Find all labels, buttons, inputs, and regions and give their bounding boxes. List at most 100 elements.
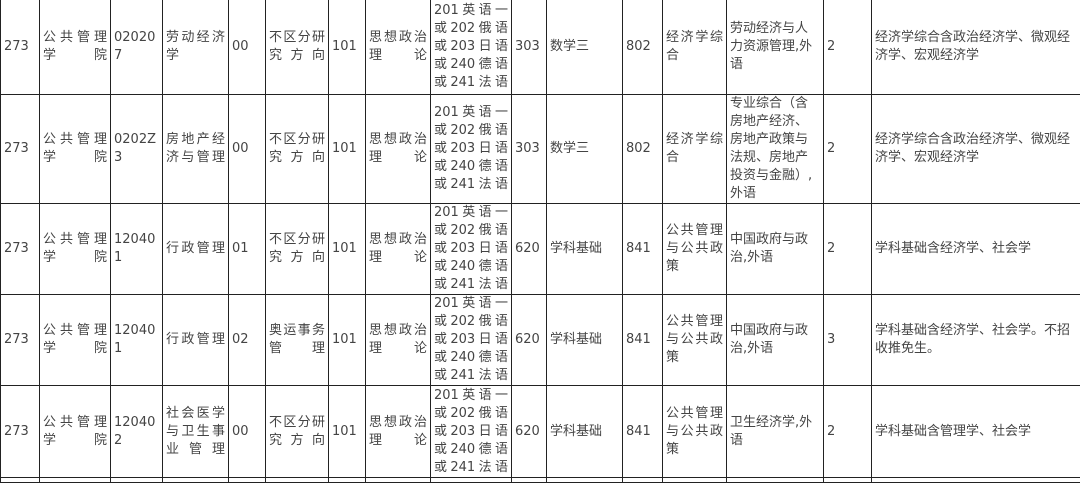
- retest-subject-cell: 专业综合（含房地产经济、房地产政策与法规、房地产投资与金融）,外语: [727, 95, 824, 204]
- direction-code-cell: 02: [229, 295, 266, 386]
- direction-cell: 不区分研究方向: [266, 95, 329, 204]
- empty-cell: [366, 478, 431, 483]
- notes-cell: 学科基础含管理学、社会学: [872, 386, 1080, 478]
- language-cell: 201英语一或202俄语或203日语或240德语或241法语: [431, 204, 512, 295]
- table-row: [1, 478, 1080, 483]
- politics-cell: 思想政治理论: [366, 204, 431, 295]
- direction-code-cell: 00: [229, 95, 266, 204]
- subject1-code-cell: 620: [512, 204, 547, 295]
- notes-cell: 经济学综合含政治经济学、微观经济学、宏观经济学: [872, 0, 1080, 95]
- subject2-code-cell: 802: [623, 95, 663, 204]
- empty-cell: [266, 478, 329, 483]
- enrollment-count-cell: 3: [824, 295, 872, 386]
- subject2-cell: 公共管理与公共政策: [663, 386, 727, 478]
- enrollment-count-cell: 2: [824, 95, 872, 204]
- subject1-code-cell: 620: [512, 295, 547, 386]
- politics-code-cell: 101: [329, 95, 366, 204]
- unit-code-cell: 273: [1, 95, 40, 204]
- empty-cell: [111, 478, 163, 483]
- retest-subject-cell: 中国政府与政治,外语: [727, 204, 824, 295]
- empty-cell: [163, 478, 229, 483]
- empty-cell: [431, 478, 512, 483]
- major-code-cell: 120402: [111, 386, 163, 478]
- enrollment-count-cell: 2: [824, 0, 872, 95]
- school-cell: 公共管理学院: [40, 204, 111, 295]
- subject2-cell: 经济学综合: [663, 0, 727, 95]
- school-cell: 公共管理学院: [40, 95, 111, 204]
- notes-cell: 学科基础含经济学、社会学: [872, 204, 1080, 295]
- subject2-code-cell: 802: [623, 0, 663, 95]
- empty-cell: [40, 478, 111, 483]
- school-cell: 公共管理学院: [40, 295, 111, 386]
- language-cell: 201英语一或202俄语或203日语或240德语或241法语: [431, 95, 512, 204]
- major-name-cell: 行政管理: [163, 295, 229, 386]
- empty-cell: [547, 478, 623, 483]
- direction-code-cell: 00: [229, 386, 266, 478]
- politics-cell: 思想政治理论: [366, 0, 431, 95]
- empty-cell: [1, 478, 40, 483]
- subject2-cell: 经济学综合: [663, 95, 727, 204]
- subject1-code-cell: 620: [512, 386, 547, 478]
- language-cell: 201英语一或202俄语或203日语或240德语或241法语: [431, 386, 512, 478]
- direction-cell: 不区分研究方向: [266, 204, 329, 295]
- subject1-cell: 数学三: [547, 0, 623, 95]
- retest-subject-cell: 卫生经济学,外语: [727, 386, 824, 478]
- subject1-cell: 学科基础: [547, 386, 623, 478]
- major-code-cell: 020207: [111, 0, 163, 95]
- politics-cell: 思想政治理论: [366, 95, 431, 204]
- subject2-code-cell: 841: [623, 295, 663, 386]
- notes-cell: 经济学综合含政治经济学、微观经济学、宏观经济学: [872, 95, 1080, 204]
- empty-cell: [727, 478, 824, 483]
- major-code-cell: 120401: [111, 204, 163, 295]
- school-cell: 公共管理学院: [40, 0, 111, 95]
- subject1-code-cell: 303: [512, 95, 547, 204]
- direction-cell: 不区分研究方向: [266, 0, 329, 95]
- politics-code-cell: 101: [329, 386, 366, 478]
- unit-code-cell: 273: [1, 204, 40, 295]
- subject1-cell: 学科基础: [547, 204, 623, 295]
- major-name-cell: 行政管理: [163, 204, 229, 295]
- politics-code-cell: 101: [329, 0, 366, 95]
- direction-code-cell: 00: [229, 0, 266, 95]
- politics-cell: 思想政治理论: [366, 386, 431, 478]
- major-name-cell: 房地产经济与管理: [163, 95, 229, 204]
- retest-subject-cell: 中国政府与政治,外语: [727, 295, 824, 386]
- subject2-cell: 公共管理与公共政策: [663, 204, 727, 295]
- school-cell: 公共管理学院: [40, 386, 111, 478]
- retest-subject-cell: 劳动经济与人力资源管理,外语: [727, 0, 824, 95]
- empty-cell: [872, 478, 1080, 483]
- major-name-cell: 劳动经济学: [163, 0, 229, 95]
- subject1-code-cell: 303: [512, 0, 547, 95]
- notes-cell: 学科基础含经济学、社会学。不招收推免生。: [872, 295, 1080, 386]
- empty-cell: [663, 478, 727, 483]
- empty-cell: [229, 478, 266, 483]
- empty-cell: [512, 478, 547, 483]
- politics-code-cell: 101: [329, 295, 366, 386]
- subject1-cell: 学科基础: [547, 295, 623, 386]
- language-cell: 201英语一或202俄语或203日语或240德语或241法语: [431, 295, 512, 386]
- language-cell: 201英语一或202俄语或203日语或240德语或241法语: [431, 0, 512, 95]
- enrollment-count-cell: 2: [824, 386, 872, 478]
- enrollment-count-cell: 2: [824, 204, 872, 295]
- empty-cell: [329, 478, 366, 483]
- major-code-cell: 120401: [111, 295, 163, 386]
- direction-cell: 奥运事务管理: [266, 295, 329, 386]
- subject2-cell: 公共管理与公共政策: [663, 295, 727, 386]
- unit-code-cell: 273: [1, 0, 40, 95]
- direction-cell: 不区分研究方向: [266, 386, 329, 478]
- unit-code-cell: 273: [1, 386, 40, 478]
- politics-cell: 思想政治理论: [366, 295, 431, 386]
- subject1-cell: 数学三: [547, 95, 623, 204]
- subject2-code-cell: 841: [623, 386, 663, 478]
- major-code-cell: 0202Z3: [111, 95, 163, 204]
- direction-code-cell: 01: [229, 204, 266, 295]
- major-name-cell: 社会医学与卫生事业管理: [163, 386, 229, 478]
- empty-cell: [623, 478, 663, 483]
- politics-code-cell: 101: [329, 204, 366, 295]
